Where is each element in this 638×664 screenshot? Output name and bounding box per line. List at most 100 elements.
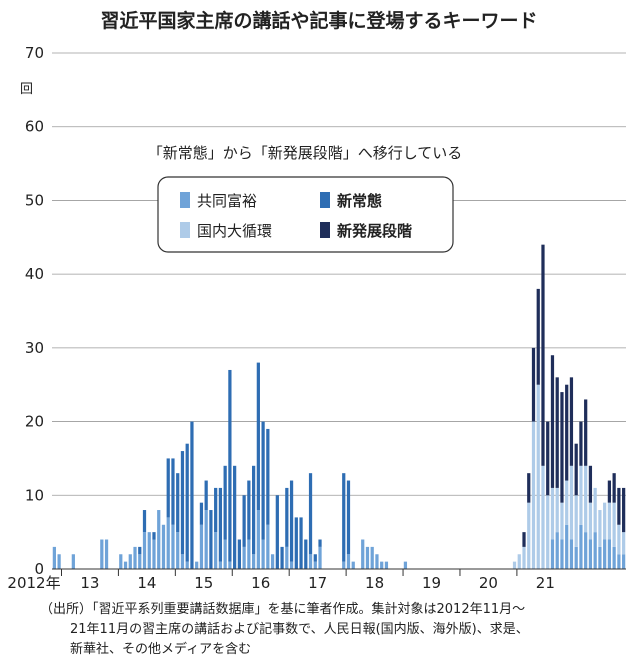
bar-37-series-1 (228, 369, 232, 562)
y-tick-0: 0 (34, 560, 44, 578)
bar-111-series-2 (579, 465, 583, 525)
bar-99-series-2 (522, 546, 526, 569)
bar-50-series-0 (289, 561, 294, 569)
bar-118-series-3 (612, 473, 616, 503)
bar-114-series-0 (593, 532, 597, 569)
source-note-line-1: （出所）「習近平系列重要講話数据庫」を基に筆者作成。集計対象は2012年11月～ (40, 602, 526, 617)
bar-102-series-2 (536, 384, 540, 569)
bar-108-series-3 (565, 384, 569, 481)
bar-47-series-1 (275, 495, 279, 569)
bar-16-series-0 (128, 554, 132, 569)
bar-21-series-1 (152, 532, 156, 540)
y-tick-labels: 0 10 20 30 40 50 60 70 (25, 44, 44, 578)
bar-109-series-3 (569, 377, 574, 466)
grid-lines (52, 52, 626, 496)
x-tick-2014: 14 (137, 574, 156, 592)
bar-43-series-1 (256, 362, 260, 511)
bar-62-series-0 (346, 554, 351, 569)
x-tick-2016: 16 (251, 574, 270, 592)
bar-39-series-1 (237, 539, 241, 569)
y-tick-40: 40 (25, 265, 44, 283)
bar-43-series-0 (256, 510, 260, 569)
keyword-chart: 習近平国家主席の講話や記事に登場するキーワード 010203040506070 … (7, 9, 626, 592)
bar-107-series-0 (560, 539, 564, 569)
bar-18-series-1 (138, 546, 142, 555)
bar-101-series-2 (531, 421, 536, 569)
x-tick-marks (60, 569, 518, 576)
bar-106-series-3 (555, 377, 559, 488)
bar-112-series-3 (584, 399, 588, 466)
bar-48-series-1 (280, 546, 284, 569)
bar-108-series-2 (565, 480, 569, 525)
bar-28-series-0 (185, 561, 189, 569)
bar-41-series-0 (247, 539, 251, 569)
legend-label-1: 新常態 (337, 192, 382, 210)
bar-26-series-0 (176, 532, 180, 569)
bar-25-series-1 (171, 458, 175, 525)
y-tick-30: 30 (25, 339, 44, 357)
bar-104-series-3 (546, 421, 550, 496)
bar-111-series-3 (579, 421, 583, 466)
bar-69-series-0 (380, 561, 384, 569)
bar-112-series-0 (584, 532, 588, 569)
bar-37-series-0 (228, 561, 232, 569)
bar-49-series-0 (285, 546, 289, 569)
bar-109-series-2 (569, 465, 574, 540)
bar-106-series-0 (555, 532, 559, 569)
bar-115-series-0 (598, 546, 602, 569)
bar-24-series-0 (166, 517, 170, 569)
bar-116-series-2 (603, 502, 607, 540)
bar-102-series-3 (536, 288, 540, 385)
bar-70-series-0 (384, 561, 389, 569)
legend-swatch-1 (320, 192, 330, 208)
bar-119-series-2 (617, 524, 621, 555)
bar-74-series-0 (403, 561, 408, 569)
bar-103-series-3 (541, 244, 545, 466)
bar-61-series-0 (342, 561, 346, 569)
bar-55-series-1 (313, 554, 317, 562)
bar-24-series-1 (166, 458, 170, 518)
bar-33-series-1 (209, 510, 213, 569)
bar-53-series-1 (304, 539, 308, 569)
bar-114-series-2 (593, 487, 597, 533)
bar-105-series-2 (550, 487, 555, 540)
bar-45-series-1 (266, 428, 270, 525)
legend-label-2: 国内大循環 (197, 222, 272, 240)
bar-stack (52, 244, 626, 569)
bar-118-series-2 (612, 502, 616, 547)
bar-63-series-0 (351, 561, 355, 569)
bar-110-series-3 (574, 443, 578, 496)
bar-101-series-3 (531, 347, 536, 422)
bar-118-series-0 (612, 546, 616, 569)
bar-32-series-0 (204, 510, 208, 569)
bar-120-series-0 (622, 554, 626, 569)
legend-label-3: 新発展段階 (337, 222, 412, 240)
bar-67-series-0 (370, 546, 374, 569)
bar-0-series-0 (52, 546, 56, 569)
bar-44-series-1 (261, 421, 265, 540)
bar-120-series-3 (622, 487, 626, 533)
legend-swatch-0 (180, 192, 190, 208)
bar-36-series-0 (223, 539, 227, 569)
bar-26-series-1 (176, 473, 180, 533)
bar-14-series-0 (119, 554, 123, 569)
x-tick-2017: 17 (308, 574, 327, 592)
bar-104-series-2 (546, 495, 550, 569)
bar-27-series-1 (180, 451, 185, 555)
bar-28-series-1 (185, 443, 189, 562)
x-tick-2015: 15 (194, 574, 213, 592)
bar-10-series-0 (100, 539, 104, 569)
bar-11-series-0 (104, 539, 109, 569)
bar-110-series-2 (574, 495, 578, 547)
x-tick-2019: 19 (422, 574, 441, 592)
bar-27-series-0 (180, 554, 185, 569)
bar-66-series-0 (365, 546, 370, 569)
bar-113-series-0 (588, 539, 593, 569)
bar-109-series-0 (569, 539, 574, 569)
bar-22-series-0 (157, 510, 161, 569)
bar-54-series-1 (308, 473, 313, 555)
bar-117-series-2 (607, 502, 612, 540)
bar-4-series-0 (71, 554, 75, 569)
bar-40-series-1 (242, 495, 246, 547)
bar-23-series-0 (161, 524, 166, 569)
